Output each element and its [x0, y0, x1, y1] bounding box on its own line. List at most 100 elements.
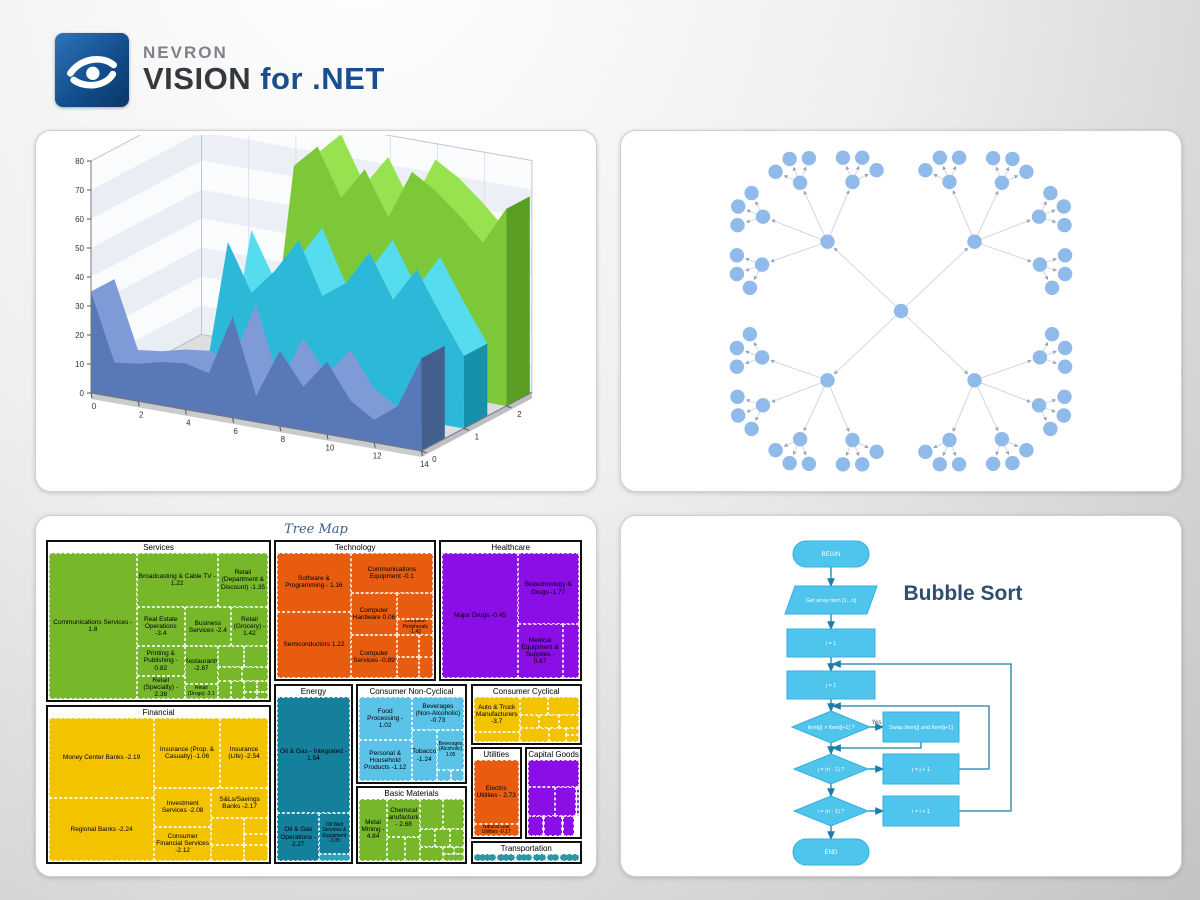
treemap-tile: Beverages (Non-Alcoholic) -0.73	[411, 696, 465, 731]
treemap-tile	[436, 769, 451, 781]
svg-text:i = i + 1: i = i + 1	[912, 809, 930, 815]
flowchart-title: Bubble Sort	[903, 582, 1023, 605]
treemap-tile	[419, 846, 444, 861]
logo-product-text: VISION for .NET	[143, 61, 385, 97]
svg-text:60: 60	[75, 215, 84, 224]
treemap-tile	[473, 853, 496, 861]
treemap-tile	[244, 833, 269, 846]
svg-text:END: END	[825, 850, 838, 856]
treemap-tile: Natural Gas Utilities -0.17	[473, 824, 519, 836]
treemap-tile	[576, 787, 579, 817]
flowchart-canvas: Yes BEGIN Get array item [1...n] i = 1 j = 1…	[784, 540, 1012, 866]
treemap-tile: Chemical Manufacturing - 2.68	[387, 798, 420, 838]
treemap-tile: Personal & Household Products -1.12	[358, 740, 412, 781]
treemap-tile: Business Services -2.4	[184, 607, 231, 647]
svg-text:0: 0	[432, 455, 437, 464]
nevron-eye-icon	[55, 33, 129, 107]
treemap-tile	[241, 666, 269, 682]
treemap-tile	[397, 656, 420, 678]
treemap-tile	[244, 646, 269, 667]
treemap-tile	[419, 635, 434, 657]
treemap-tile: Oil & Gas Operations - 2.27	[277, 813, 320, 861]
treemap-tile	[443, 846, 454, 855]
treemap-tile: Computer Services -0.89	[350, 635, 398, 678]
treemap-tile: Money Center Banks -2.19	[49, 717, 155, 798]
treemap-tile	[217, 646, 244, 667]
svg-text:12: 12	[373, 452, 382, 461]
svg-text:0: 0	[92, 402, 97, 411]
treemap-tile	[319, 854, 350, 861]
treemap-tile: Investment Services -2.08	[154, 787, 212, 827]
treemap-tile	[566, 728, 579, 736]
treemap-sector-title: Financial	[142, 707, 175, 717]
treemap-tile: Real Estate Operations -3.4	[136, 607, 185, 647]
treemap-sector-consumer-non-cyclical: Consumer Non-Cyclical Food Processing - 1…	[355, 683, 468, 784]
treemap-tile: Retail (Drugs) -3.1	[184, 684, 218, 699]
treemap-sector-utilities: Utilities Electric Utilities - 2.73 Natura…	[470, 747, 522, 839]
treemap-tile: Computer Hardware 0.06	[350, 592, 398, 636]
treemap-tile	[519, 728, 550, 743]
treemap-sector-title: Basic Materials	[384, 788, 439, 798]
treemap-sector-financial: Financial Money Center Banks -2.19 Regiona…	[46, 704, 272, 864]
treemap-tile: Biotechnology & Drugs -1.77	[517, 553, 579, 625]
svg-text:10: 10	[326, 443, 335, 452]
panel-bubble-sort-flowchart[interactable]: Bubble Sort Yes BEGIN Get array item [1...…	[620, 515, 1182, 877]
treemap-tile	[532, 853, 547, 861]
svg-text:Get array item [1...n]: Get array item [1...n]	[806, 598, 857, 604]
treemap-sector-title: Healthcare	[491, 543, 531, 552]
svg-text:2: 2	[139, 410, 144, 419]
treemap-tile: Semiconductors 1.22	[277, 611, 351, 678]
treemap-sector-title: Services	[143, 543, 174, 552]
svg-text:40: 40	[75, 273, 84, 282]
treemap-tile	[434, 829, 450, 847]
treemap-tile	[419, 829, 435, 847]
treemap-tile: Computer Peripherals -1.43	[397, 619, 434, 636]
treemap-tile	[244, 845, 269, 861]
treemap-tile	[453, 846, 465, 855]
treemap-tile	[528, 787, 555, 817]
treemap-tile: Medical Equipment & Supplies - 0.67	[517, 624, 563, 678]
treemap-tile	[397, 592, 434, 620]
treemap-tile	[387, 837, 406, 861]
treemap-tile	[419, 798, 444, 830]
treemap-tile	[548, 696, 579, 715]
svg-text:10: 10	[75, 360, 84, 369]
treemap-tile: Major Drugs -0.45	[442, 553, 518, 678]
treemap-sector-title: Consumer Non-Cyclical	[369, 686, 454, 696]
treemap-tile	[257, 691, 269, 699]
treemap-tile	[217, 681, 231, 699]
treemap-tile	[519, 714, 539, 729]
treemap-tile: Oil & Gas - Integrated - 1.54	[277, 696, 350, 814]
treemap-tile: Insurance (Prop. & Casualty) -1.06	[154, 717, 220, 788]
treemap-tile: Consumer Financial Services -2.12	[154, 826, 212, 861]
treemap-tile	[217, 666, 242, 682]
treemap-tile: Electric Utilities - 2.73	[473, 760, 519, 825]
treemap-tile	[519, 696, 549, 715]
treemap-tile	[257, 681, 269, 692]
treemap-tile: Oil Well Services & Equipment -3.05	[319, 813, 350, 855]
logo-suffix-text: for .NET	[260, 61, 385, 97]
panel-3d-area-chart[interactable]: 0 10 20 30 40 50 60 70 80 0 2 4 6 8 10 12 14 0 1 2	[35, 130, 597, 492]
svg-text:BEGIN: BEGIN	[822, 552, 841, 558]
treemap-sector-basic-materials: Basic Materials Metal Mining - 4.84 Chemic…	[355, 785, 468, 864]
treemap-tile	[419, 656, 434, 678]
treemap-tile	[559, 853, 579, 861]
treemap-tile: Metal Mining - 4.84	[358, 798, 388, 861]
treemap-tile: Insurance (Life) -2.54	[219, 717, 269, 788]
treemap-tile: Tobacco -1.24	[411, 730, 437, 781]
svg-text:Item[j] > Item[j+1] ?: Item[j] > Item[j+1] ?	[807, 725, 854, 731]
treemap-tile	[244, 691, 258, 699]
treemap-tile	[443, 854, 465, 861]
panel-radial-tree-diagram[interactable]	[620, 130, 1182, 492]
treemap-sector-healthcare: Healthcare Major Drugs -0.45 Biotechnology…	[439, 540, 582, 681]
treemap-tile	[562, 816, 574, 836]
panel-treemap[interactable]: Tree Map Services Communications Services…	[35, 515, 597, 877]
svg-text:6: 6	[233, 427, 238, 436]
svg-text:j = j + 1: j = j + 1	[911, 767, 930, 773]
treemap-tile	[450, 769, 465, 781]
treemap-tile	[528, 760, 579, 788]
treemap-tile: Restaurants -2.87	[184, 646, 218, 685]
treemap-tile: Communications Equipment -0.1	[350, 553, 434, 593]
treemap-tile	[547, 853, 559, 861]
